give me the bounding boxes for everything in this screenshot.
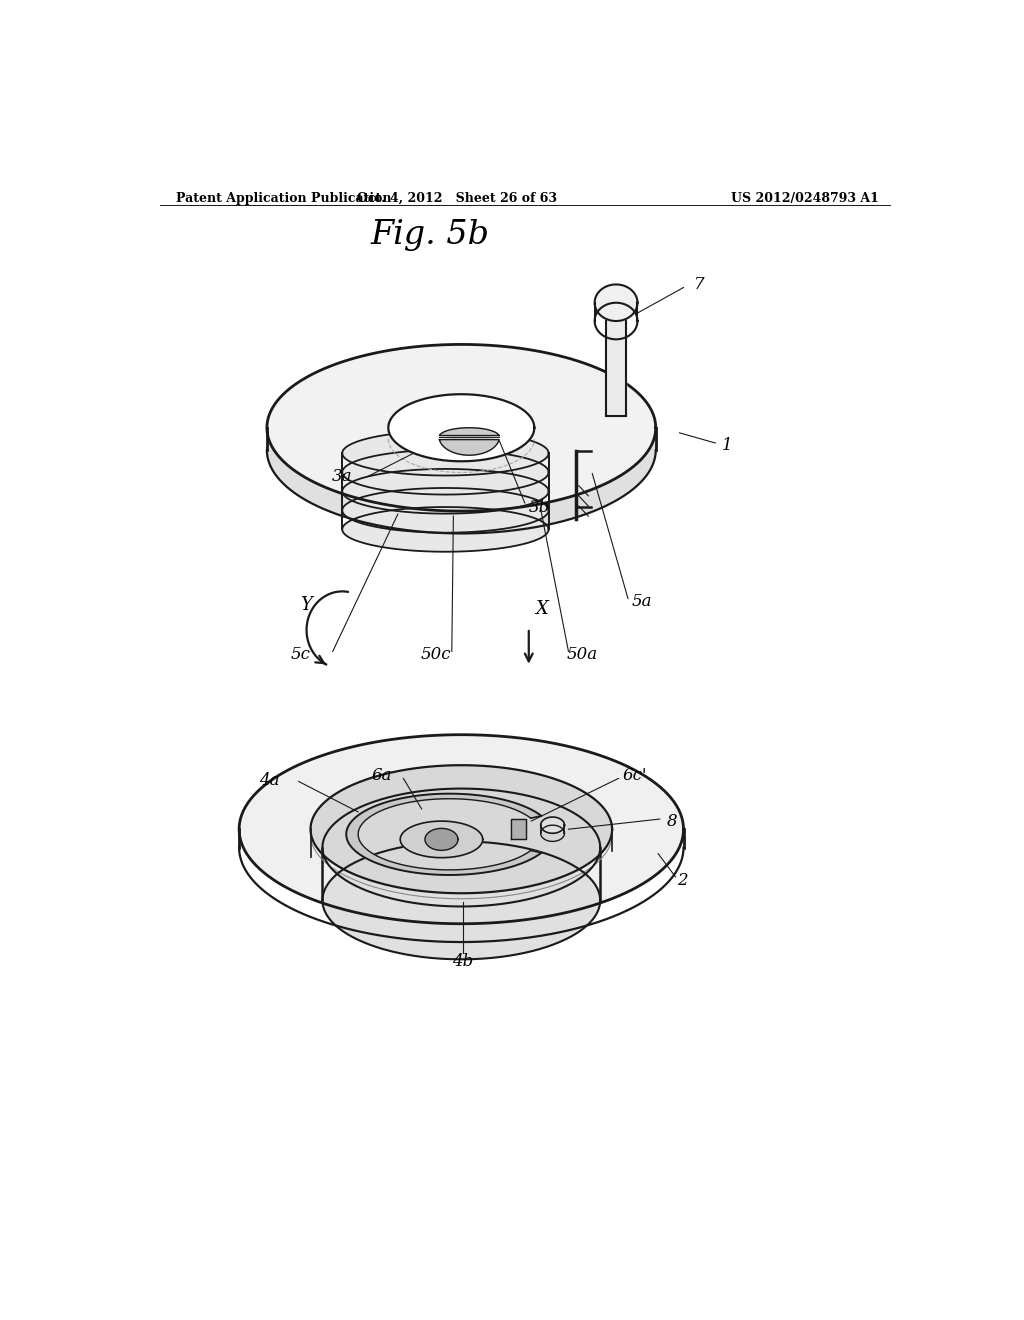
Text: 4b: 4b [453,953,473,970]
Text: 50a: 50a [566,645,597,663]
Text: X: X [536,599,548,618]
Polygon shape [346,793,542,875]
Text: Oct. 4, 2012   Sheet 26 of 63: Oct. 4, 2012 Sheet 26 of 63 [357,191,557,205]
Polygon shape [342,469,549,513]
Text: 3b: 3b [528,499,550,516]
Polygon shape [267,345,655,511]
Polygon shape [595,284,638,321]
Polygon shape [342,430,549,475]
Text: 6a: 6a [372,767,392,784]
Polygon shape [323,841,600,960]
Text: 50c: 50c [421,645,452,663]
Text: 5a: 5a [632,593,652,610]
Polygon shape [342,507,549,552]
Polygon shape [541,817,564,833]
Polygon shape [439,428,499,455]
Text: 6c': 6c' [622,767,646,784]
Text: 8: 8 [667,813,677,829]
Text: 5c: 5c [291,645,311,663]
Text: 4a: 4a [259,772,280,789]
Text: 3a: 3a [332,469,352,484]
Polygon shape [400,821,482,858]
Polygon shape [425,829,458,850]
Text: 1: 1 [722,437,732,454]
Text: 7: 7 [694,276,705,293]
Polygon shape [310,766,612,894]
Polygon shape [342,450,549,495]
Text: US 2012/0248793 A1: US 2012/0248793 A1 [731,191,879,205]
Text: Y: Y [300,595,312,614]
Polygon shape [240,735,684,924]
Polygon shape [323,788,600,907]
Polygon shape [388,395,535,461]
Polygon shape [606,321,627,416]
Text: 2: 2 [677,871,687,888]
Text: Fig. 5b: Fig. 5b [370,219,489,251]
Text: Patent Application Publication: Patent Application Publication [176,191,391,205]
Polygon shape [342,488,549,533]
Polygon shape [267,367,655,533]
Polygon shape [511,818,526,840]
